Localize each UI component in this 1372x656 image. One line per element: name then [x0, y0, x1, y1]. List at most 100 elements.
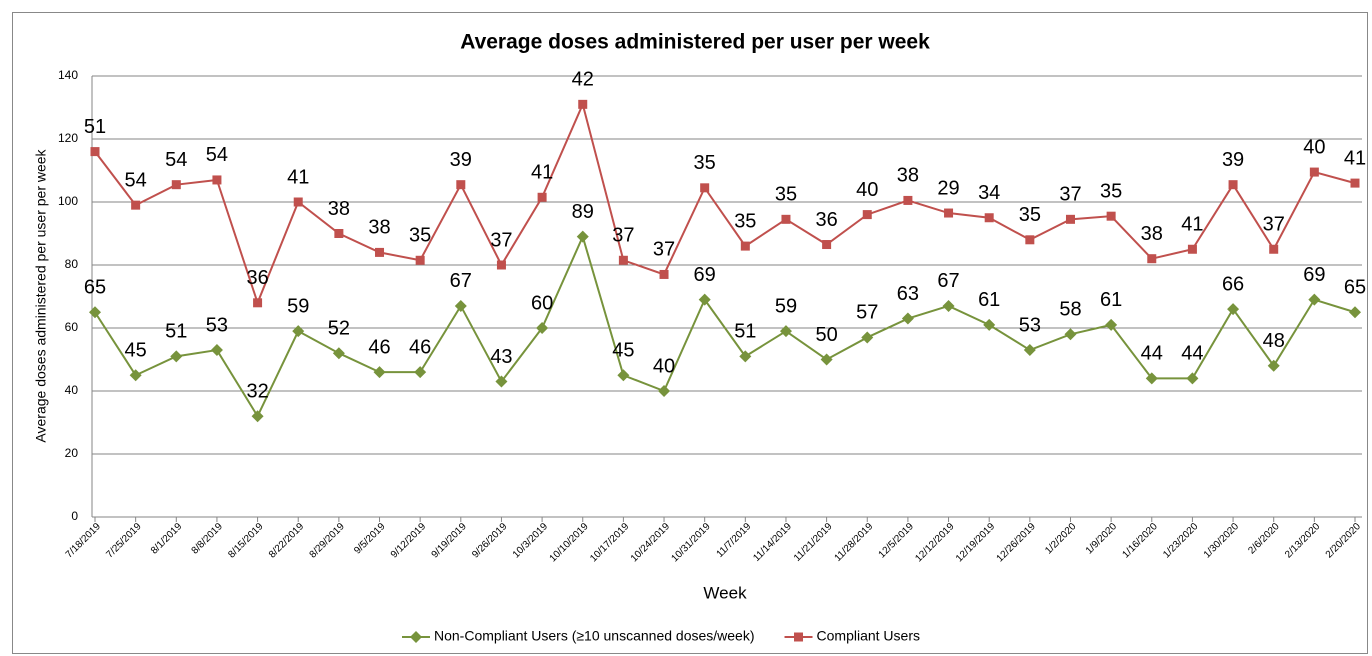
point — [578, 99, 588, 109]
point — [944, 208, 954, 218]
data-label: 52 — [328, 317, 350, 339]
point — [131, 200, 141, 210]
data-label: 35 — [1019, 204, 1041, 226]
data-label: 41 — [1181, 214, 1203, 236]
y-tick-label: 140 — [58, 68, 78, 82]
data-label: 35 — [1100, 180, 1122, 202]
data-label: 51 — [734, 321, 756, 343]
point — [1349, 306, 1361, 319]
data-label: 67 — [937, 270, 959, 292]
data-label: 44 — [1141, 343, 1163, 365]
series-line — [94, 233, 1356, 419]
y-axis-title: Average doses administered per user per … — [33, 148, 49, 442]
point — [292, 325, 305, 338]
data-label: 54 — [206, 144, 228, 166]
data-label: 38 — [1141, 223, 1163, 245]
point — [942, 299, 955, 312]
data-label: 69 — [694, 264, 716, 286]
data-label: 32 — [246, 380, 268, 402]
data-label: 29 — [937, 177, 959, 199]
data-label: 37 — [490, 229, 512, 251]
data-label: 35 — [734, 210, 756, 232]
point — [983, 318, 996, 331]
point — [1065, 214, 1075, 224]
data-label: 50 — [815, 324, 837, 346]
point — [334, 229, 344, 238]
point — [822, 240, 832, 250]
data-label: 54 — [165, 149, 187, 171]
point — [820, 353, 833, 366]
point — [1145, 372, 1158, 385]
data-label: 38 — [897, 165, 919, 187]
point — [1186, 372, 1199, 385]
point — [415, 255, 425, 265]
data-label: 65 — [84, 277, 106, 299]
data-label: 54 — [125, 169, 147, 191]
point — [781, 214, 791, 224]
y-tick-label: 40 — [65, 383, 79, 397]
point — [1227, 303, 1240, 316]
data-label: 53 — [206, 314, 228, 336]
data-label: 89 — [572, 201, 594, 223]
point — [1064, 328, 1077, 341]
data-label: 37 — [1263, 214, 1285, 236]
point — [901, 312, 914, 325]
point — [740, 241, 750, 251]
point — [1308, 293, 1321, 306]
x-axis-title: Week — [703, 583, 747, 602]
point — [1147, 254, 1157, 264]
y-tick-label: 80 — [65, 257, 79, 271]
data-label: 44 — [1181, 343, 1203, 365]
point — [129, 369, 142, 382]
point — [456, 180, 466, 190]
data-label: 42 — [572, 69, 594, 91]
data-label: 46 — [409, 336, 431, 358]
point — [739, 350, 752, 363]
data-label: 45 — [125, 340, 147, 362]
point — [210, 344, 223, 357]
chart-title: Average doses administered per user per … — [460, 31, 930, 54]
point — [779, 325, 792, 338]
data-label: 36 — [815, 209, 837, 231]
point — [617, 369, 630, 382]
point — [903, 195, 913, 205]
data-label: 46 — [368, 336, 390, 358]
data-label: 37 — [1059, 184, 1081, 206]
data-label: 43 — [490, 346, 512, 368]
y-tick-label: 0 — [71, 509, 78, 523]
point — [332, 347, 345, 360]
point — [496, 260, 506, 270]
point — [495, 375, 508, 388]
point — [414, 366, 427, 379]
data-label: 41 — [531, 162, 553, 184]
point — [1267, 359, 1280, 372]
data-label: 59 — [287, 295, 309, 317]
data-label: 69 — [1303, 264, 1325, 286]
point — [1350, 178, 1360, 188]
data-label: 40 — [1303, 136, 1325, 158]
point — [454, 299, 467, 312]
data-label: 38 — [328, 198, 350, 220]
data-label: 59 — [775, 295, 797, 317]
data-label: 61 — [1100, 289, 1122, 311]
y-tick-label: 100 — [58, 194, 78, 208]
data-label: 51 — [165, 321, 187, 343]
point — [1187, 244, 1197, 254]
series-line — [94, 101, 1356, 306]
data-label: 60 — [531, 292, 553, 314]
data-label: 65 — [1344, 277, 1366, 299]
point — [658, 385, 671, 397]
y-tick-label: 60 — [65, 320, 79, 334]
data-label: 37 — [612, 225, 634, 247]
data-label: 61 — [978, 289, 1000, 311]
point — [862, 210, 872, 220]
data-label: 35 — [409, 225, 431, 247]
data-label: 40 — [653, 355, 675, 377]
point — [90, 147, 100, 157]
legend-marker — [794, 632, 804, 642]
data-label: 66 — [1222, 273, 1244, 295]
y-tick-label: 120 — [58, 131, 78, 145]
point — [618, 255, 628, 265]
point — [576, 230, 589, 243]
